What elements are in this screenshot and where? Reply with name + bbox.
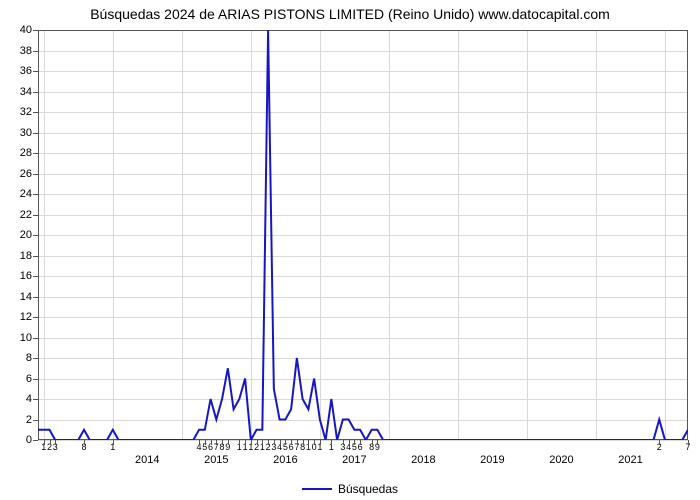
x-tick [262,440,263,445]
y-axis-label: 16 [20,270,32,282]
y-axis-label: 22 [20,209,32,221]
x-tick [274,440,275,445]
x-tick [349,440,350,445]
x-tick [360,440,361,445]
plot-area: 0246810121416182022242628303234363840123… [38,30,688,440]
x-tick [372,440,373,445]
y-axis-label: 4 [26,393,32,405]
x-tick [354,440,355,445]
y-axis-label: 8 [26,352,32,364]
x-tick [308,440,309,445]
legend: Búsquedas [0,479,700,496]
x-tick [44,440,45,445]
x-tick [245,440,246,445]
y-axis-label: 38 [20,45,32,57]
x-tick [377,440,378,445]
y-axis-label: 24 [20,188,32,200]
chart-container: Búsquedas 2024 de ARIAS PISTONS LIMITED … [0,0,700,500]
x-tick [688,440,689,445]
x-tick [303,440,304,445]
x-axis-year-label: 2015 [204,454,228,466]
x-axis-year-label: 2016 [273,454,297,466]
y-axis-label: 14 [20,291,32,303]
x-axis-year-label: 2018 [411,454,435,466]
x-tick [50,440,51,445]
x-tick [280,440,281,445]
y-tick [33,440,38,441]
x-tick [55,440,56,445]
x-axis-year-label: 2017 [342,454,366,466]
y-axis-label: 20 [20,229,32,241]
legend-label: Búsquedas [338,482,398,496]
y-axis-label: 34 [20,86,32,98]
x-tick [199,440,200,445]
grid-line-h [38,440,688,441]
x-axis-year-label: 2014 [135,454,159,466]
x-tick [659,440,660,445]
legend-swatch [302,488,332,490]
x-tick [257,440,258,445]
x-axis-year-label: 2020 [549,454,573,466]
x-tick [297,440,298,445]
y-axis-label: 40 [20,24,32,36]
x-tick [239,440,240,445]
y-axis-label: 12 [20,311,32,323]
x-tick [320,440,321,445]
x-tick [314,440,315,445]
y-axis-label: 36 [20,65,32,77]
x-tick [343,440,344,445]
x-tick [211,440,212,445]
x-tick [84,440,85,445]
y-axis-label: 10 [20,332,32,344]
x-tick [251,440,252,445]
y-axis-label: 0 [26,434,32,446]
y-axis-label: 6 [26,373,32,385]
chart-title: Búsquedas 2024 de ARIAS PISTONS LIMITED … [0,6,700,22]
x-tick [285,440,286,445]
x-tick [222,440,223,445]
y-axis-label: 26 [20,168,32,180]
x-tick [216,440,217,445]
y-axis-label: 28 [20,147,32,159]
x-axis-year-label: 2019 [480,454,504,466]
x-tick [268,440,269,445]
y-axis-label: 18 [20,250,32,262]
x-tick [113,440,114,445]
x-tick [228,440,229,445]
x-tick [331,440,332,445]
y-axis-label: 32 [20,106,32,118]
x-tick [291,440,292,445]
y-axis-label: 2 [26,414,32,426]
x-axis-year-label: 2021 [618,454,642,466]
series-line [38,30,688,440]
y-axis-label: 30 [20,127,32,139]
x-tick [205,440,206,445]
